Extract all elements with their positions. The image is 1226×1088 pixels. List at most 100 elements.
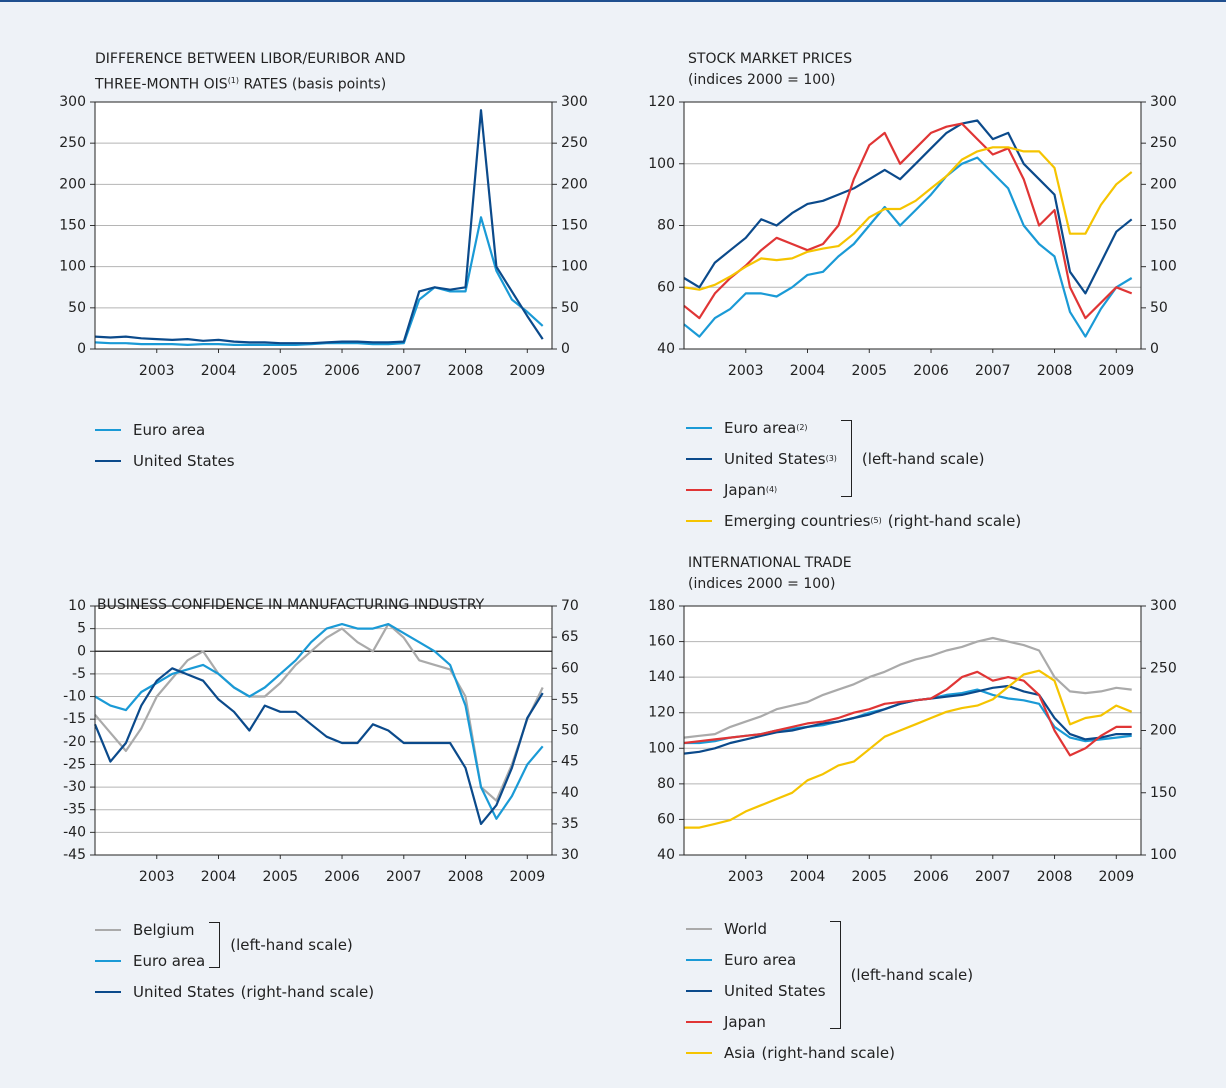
- legend-column: World Euro area United States Japan: [686, 913, 826, 1037]
- y2-tick-label: 35: [561, 816, 579, 832]
- legend-label: Belgium: [133, 920, 195, 939]
- y-tick-label: 250: [59, 135, 86, 151]
- y-tick-label: 60: [657, 811, 675, 827]
- legend-swatch: [686, 426, 712, 429]
- legend-label: Euro area: [133, 951, 206, 970]
- subtitle-line: (indices 2000 = 100): [688, 70, 852, 91]
- y2-tick-label: 100: [1150, 259, 1177, 275]
- y-tick-label: 10: [68, 598, 86, 614]
- y2-tick-label: 70: [561, 598, 579, 614]
- y2-tick-label: 0: [561, 341, 570, 357]
- y2-tick-label: 45: [561, 754, 579, 770]
- legend: Euro area United States: [95, 414, 235, 476]
- y2-tick-label: 60: [561, 660, 579, 676]
- x-tick-label: 2007: [386, 363, 422, 379]
- legend-column: Euro area (2) United States (3) Japan (4): [686, 412, 837, 505]
- y2-tick-label: 150: [1150, 218, 1177, 234]
- legend-swatch: [95, 990, 121, 993]
- legend-swatch: [95, 959, 121, 962]
- legend: Belgium Euro area (left-hand scale) United …: [95, 914, 374, 1007]
- legend-label: Asia: [724, 1043, 756, 1062]
- legend-group: Euro area (2) United States (3) Japan (4) (lef…: [686, 412, 1021, 505]
- legend-label: United States: [724, 449, 826, 468]
- legend-item: Euro area: [686, 944, 826, 975]
- x-tick-label: 2005: [262, 363, 298, 379]
- legend-label: World: [724, 919, 767, 938]
- plot-frame: [683, 101, 1142, 350]
- series-line: [94, 109, 544, 345]
- legend-item: Belgium: [95, 914, 205, 945]
- scale-label: (left-hand scale): [861, 449, 985, 468]
- legend-label: Euro area: [724, 418, 797, 437]
- x-tick-label: 2006: [324, 363, 360, 379]
- y2-tick-label: 300: [561, 94, 588, 110]
- y2-tick-label: 100: [1150, 847, 1177, 863]
- subtitle: (indices 2000 = 100): [688, 576, 836, 592]
- series-line: [683, 156, 1133, 338]
- legend-group: World Euro area United States Japan (left-ha…: [686, 913, 973, 1037]
- subtitle: THREE-MONTH OIS: [95, 76, 228, 93]
- legend: World Euro area United States Japan (left-ha…: [686, 913, 973, 1068]
- y-tick-label: 160: [648, 634, 675, 650]
- y-tick-label: 150: [59, 218, 86, 234]
- legend-swatch: [686, 989, 712, 992]
- legend: Euro area (2) United States (3) Japan (4) (lef…: [686, 412, 1021, 536]
- y2-tick-label: 150: [561, 218, 588, 234]
- x-tick-label: 2009: [509, 869, 545, 885]
- y-tick-label: 100: [59, 259, 86, 275]
- legend-item: World: [686, 913, 826, 944]
- legend-label: Euro area: [133, 420, 206, 439]
- scale-label: (right-hand scale): [761, 1043, 895, 1062]
- footnote-mark: (3): [825, 454, 837, 463]
- plot-area: [684, 606, 1141, 855]
- y-tick-label: 60: [657, 279, 675, 295]
- y2-tick-label: 300: [1150, 598, 1177, 614]
- legend-swatch: [686, 457, 712, 460]
- legend-swatch: [95, 459, 121, 462]
- y2-tick-label: 0: [1150, 341, 1159, 357]
- y-tick-label: 80: [657, 776, 675, 792]
- legend-item: Emerging countries (5) (right-hand scale): [686, 505, 1021, 536]
- legend-label: Euro area: [724, 950, 797, 969]
- legend-item: Japan (4): [686, 474, 837, 505]
- x-tick-label: 2005: [851, 869, 887, 885]
- subtitle: (indices 2000 = 100): [688, 72, 836, 88]
- y-tick-label: -45: [63, 847, 86, 863]
- plot-frame: [94, 101, 553, 350]
- y2-tick-label: 50: [561, 723, 579, 739]
- legend-item: Euro area: [95, 945, 205, 976]
- legend-swatch: [95, 428, 121, 431]
- y-tick-label: 100: [648, 156, 675, 172]
- y2-tick-label: 50: [1150, 300, 1168, 316]
- y-tick-label: 40: [657, 847, 675, 863]
- legend-label: United States: [133, 982, 235, 1001]
- y-tick-label: -40: [63, 824, 86, 840]
- bracket: [829, 921, 841, 1029]
- y-tick-label: 100: [648, 740, 675, 756]
- title-line: STOCK MARKET PRICES: [688, 51, 853, 67]
- y-tick-label: -30: [63, 779, 86, 795]
- series-line: [93, 667, 544, 825]
- legend-label: Japan: [724, 480, 766, 499]
- y2-tick-label: 200: [561, 176, 588, 192]
- x-tick-label: 2003: [728, 869, 764, 885]
- y2-tick-label: 50: [561, 300, 579, 316]
- series-line: [683, 119, 1133, 295]
- x-tick-label: 2006: [324, 869, 360, 885]
- y-tick-label: 0: [77, 643, 86, 659]
- legend-item: United States: [686, 975, 826, 1006]
- legend-swatch: [686, 1051, 712, 1054]
- y-tick-label: 120: [648, 705, 675, 721]
- x-tick-label: 2004: [790, 869, 826, 885]
- legend-item: United States (3): [686, 443, 837, 474]
- y-tick-label: -15: [63, 711, 86, 727]
- legend-item: Euro area (2): [686, 412, 837, 443]
- bracket: [840, 420, 852, 497]
- legend-label: United States: [133, 451, 235, 470]
- y-tick-label: 300: [59, 94, 86, 110]
- y-tick-label: 0: [77, 341, 86, 357]
- legend-label: Emerging countries: [724, 511, 871, 530]
- x-tick-label: 2004: [201, 869, 237, 885]
- legend-label: Japan: [724, 1012, 766, 1031]
- scale-label: (left-hand scale): [230, 936, 353, 954]
